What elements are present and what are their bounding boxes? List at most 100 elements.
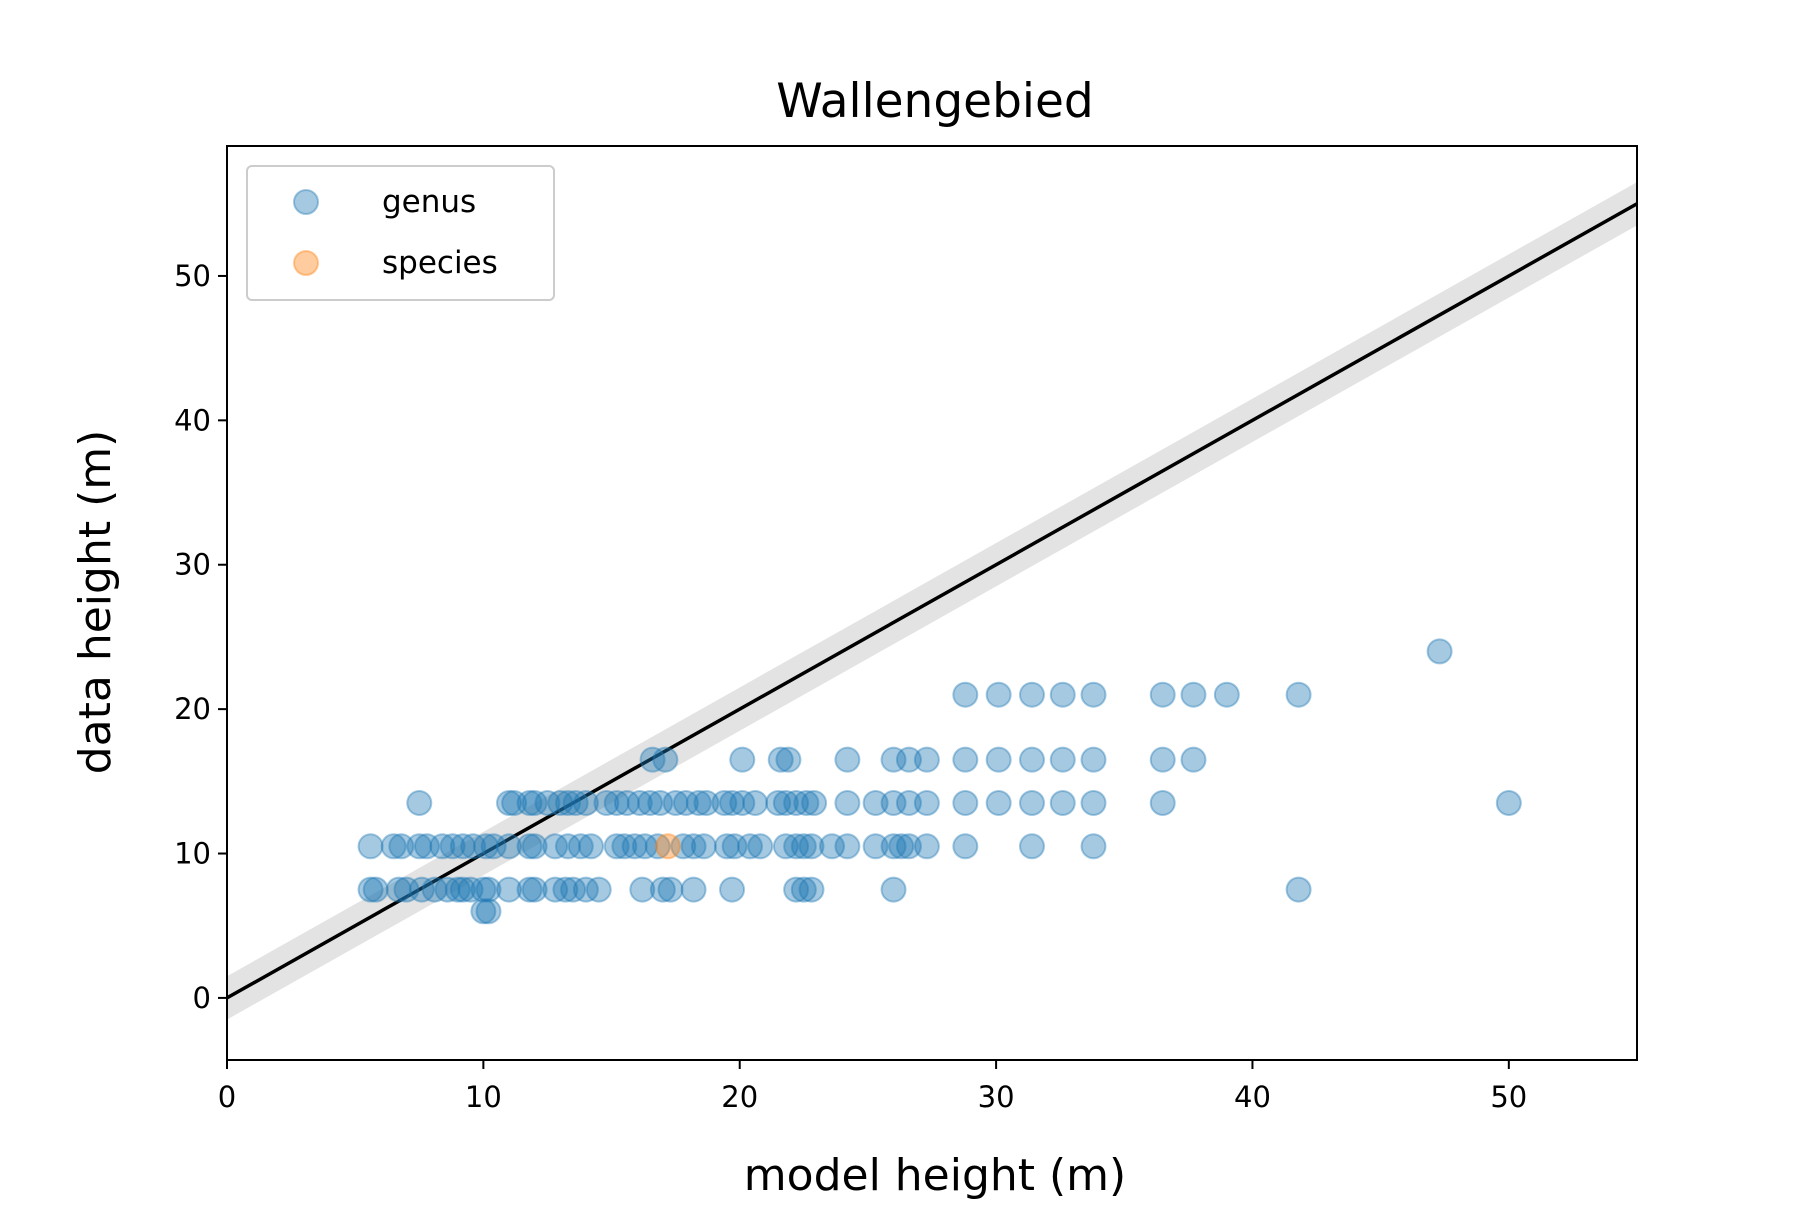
data-point-genus — [444, 876, 471, 903]
data-point-genus — [421, 876, 448, 903]
data-point-genus — [652, 746, 679, 773]
data-point-genus — [613, 789, 640, 816]
data-point-genus — [1149, 681, 1176, 708]
data-point-genus — [631, 833, 658, 860]
data-point-genus — [516, 833, 543, 860]
data-point-genus — [521, 876, 548, 903]
data-point-genus — [767, 746, 794, 773]
plot-area — [227, 182, 1637, 1020]
data-point-genus — [985, 789, 1012, 816]
data-point-genus — [562, 789, 589, 816]
data-point-genus — [475, 876, 502, 903]
data-point-genus — [1180, 746, 1207, 773]
series-species — [654, 833, 681, 860]
x-tick-label: 50 — [1490, 1080, 1527, 1114]
data-point-genus — [380, 833, 407, 860]
data-point-genus — [819, 833, 846, 860]
data-point-genus — [578, 833, 605, 860]
data-point-genus — [1285, 681, 1312, 708]
data-point-genus — [603, 833, 630, 860]
data-point-genus — [801, 789, 828, 816]
data-point-genus — [1080, 833, 1107, 860]
y-tick-label: 20 — [174, 692, 211, 726]
data-point-genus — [516, 876, 543, 903]
data-point-genus — [547, 789, 574, 816]
legend-box — [246, 165, 555, 301]
data-point-genus — [690, 833, 717, 860]
data-point-genus — [388, 833, 415, 860]
data-point-genus — [554, 789, 581, 816]
data-point-genus — [470, 876, 497, 903]
data-point-genus — [501, 789, 528, 816]
data-point-genus — [985, 681, 1012, 708]
data-point-genus — [621, 833, 648, 860]
data-point-genus — [680, 833, 707, 860]
data-point-genus — [449, 833, 476, 860]
x-tick-label: 10 — [465, 1080, 502, 1114]
data-point-genus — [693, 789, 720, 816]
data-point-genus — [1285, 876, 1312, 903]
data-point-genus — [572, 789, 599, 816]
data-point-genus — [711, 789, 738, 816]
data-point-genus — [480, 833, 507, 860]
data-point-genus — [1018, 681, 1045, 708]
legend-label-genus: genus — [382, 184, 476, 220]
y-tick-label: 40 — [174, 403, 211, 437]
data-point-genus — [1080, 789, 1107, 816]
data-point-genus — [775, 746, 802, 773]
data-point-genus — [593, 789, 620, 816]
data-point-genus — [460, 833, 487, 860]
data-point-genus — [644, 833, 671, 860]
x-tick-label: 40 — [1234, 1080, 1271, 1114]
data-point-genus — [408, 876, 435, 903]
data-point-genus — [496, 833, 522, 860]
data-point-genus — [880, 833, 907, 860]
data-point-genus — [1049, 681, 1076, 708]
data-point-genus — [393, 876, 420, 903]
data-point-genus — [888, 833, 915, 860]
y-tick-label: 50 — [174, 259, 211, 293]
data-point-genus — [449, 876, 476, 903]
data-point-genus — [521, 789, 548, 816]
data-point-genus — [952, 789, 979, 816]
y-tick-label: 10 — [174, 837, 211, 871]
data-point-genus — [880, 876, 907, 903]
data-point-species — [654, 833, 681, 860]
data-point-genus — [719, 789, 746, 816]
data-point-genus — [1180, 681, 1207, 708]
data-point-genus — [742, 789, 769, 816]
data-point-genus — [406, 833, 433, 860]
data-point-genus — [649, 876, 676, 903]
data-point-genus — [880, 789, 907, 816]
data-point-genus — [413, 833, 440, 860]
data-point-genus — [647, 789, 674, 816]
data-point-genus — [913, 746, 940, 773]
data-point-genus — [747, 833, 774, 860]
data-point-genus — [670, 833, 697, 860]
data-point-genus — [1080, 681, 1107, 708]
x-tick-label: 30 — [978, 1080, 1015, 1114]
data-point-genus — [475, 898, 502, 925]
data-point-genus — [783, 876, 810, 903]
data-point-genus — [880, 746, 907, 773]
data-point-genus — [862, 833, 889, 860]
data-point-genus — [521, 833, 548, 860]
data-point-genus — [1213, 681, 1240, 708]
data-point-genus — [1080, 746, 1107, 773]
data-point-genus — [834, 746, 861, 773]
data-point-genus — [657, 876, 684, 903]
data-point-genus — [736, 833, 763, 860]
data-point-genus — [457, 876, 484, 903]
legend: genus species — [246, 165, 555, 301]
data-point-genus — [729, 789, 756, 816]
data-point-genus — [685, 789, 712, 816]
y-tick-label: 30 — [174, 548, 211, 582]
data-point-genus — [362, 876, 389, 903]
data-point-genus — [567, 833, 594, 860]
axes: 0 10 20 30 40 50 0 10 20 30 40 50 — [174, 145, 1638, 1114]
data-point-genus — [672, 789, 699, 816]
data-point-genus — [385, 876, 412, 903]
data-point-genus — [1018, 746, 1045, 773]
data-point-genus — [952, 681, 979, 708]
